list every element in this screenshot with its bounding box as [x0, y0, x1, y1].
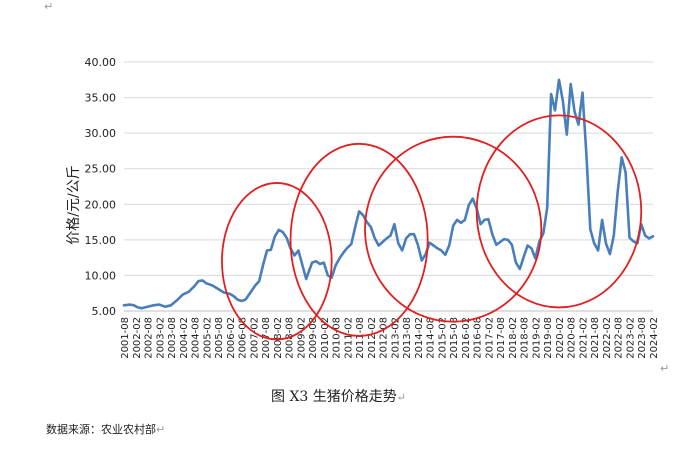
x-tick-label: 2019-08 — [543, 317, 554, 359]
x-tick-label: 2003-02 — [155, 317, 166, 359]
source-return-mark: ↵ — [156, 423, 166, 436]
x-tick-label: 2005-02 — [202, 317, 213, 359]
x-tick-label: 2019-02 — [531, 317, 542, 359]
x-tick-label: 2024-02 — [649, 317, 660, 359]
x-tick-label: 2017-08 — [496, 317, 507, 359]
x-tick-label: 2012-08 — [379, 317, 390, 359]
x-tick-label: 2012-02 — [367, 317, 378, 359]
highlight-ellipse — [289, 142, 429, 337]
x-tick-label: 2017-02 — [484, 317, 495, 359]
highlight-ellipse — [221, 182, 333, 341]
x-tick-label: 2021-02 — [578, 317, 589, 359]
x-tick-label: 2015-02 — [437, 317, 448, 359]
highlight-ellipse — [364, 135, 543, 323]
x-tick-label: 2010-02 — [320, 317, 331, 359]
y-tick-label: 10.00 — [85, 269, 117, 282]
x-tick-label: 2018-02 — [508, 317, 519, 359]
x-tick-label: 2013-08 — [402, 317, 413, 359]
caption-return-mark: ↵ — [396, 391, 406, 404]
x-tick-label: 2023-08 — [637, 317, 648, 359]
x-tick-label: 2002-08 — [144, 317, 155, 359]
x-tick-label: 2005-08 — [214, 317, 225, 359]
x-tick-label: 2009-08 — [308, 317, 319, 359]
x-tick-label: 2023-02 — [625, 317, 636, 359]
x-tick-label: 2020-02 — [555, 317, 566, 359]
return-mark-top: ↵ — [44, 0, 53, 13]
figure-caption: 图 X3 生猪价格走势↵ — [0, 386, 677, 406]
y-axis-label: 价格/元/公斤 — [66, 165, 82, 244]
x-tick-label: 2013-02 — [390, 317, 401, 359]
x-tick-label: 2001-08 — [120, 317, 131, 359]
x-tick-label: 2002-02 — [132, 317, 143, 359]
x-tick-label: 2014-02 — [414, 317, 425, 359]
highlight-ellipse — [475, 114, 643, 309]
x-tick-label: 2009-02 — [296, 317, 307, 359]
x-tick-label: 2022-02 — [602, 317, 613, 359]
x-tick-label: 2007-02 — [249, 317, 260, 359]
x-tick-label: 2014-08 — [426, 317, 437, 359]
series-line — [122, 78, 655, 310]
x-tick-label: 2006-02 — [226, 317, 237, 359]
x-tick-label: 2008-02 — [273, 317, 284, 359]
y-axis-ticks: 5.00 10.00 15.00 20.00 25.00 30.00 35.00 40.00 — [85, 56, 117, 318]
y-tick-label: 35.00 — [85, 92, 117, 105]
y-tick-label: 30.00 — [85, 127, 117, 140]
x-tick-label: 2010-08 — [332, 317, 343, 359]
highlight-circles — [221, 114, 643, 341]
x-tick-label: 2011-08 — [355, 317, 366, 359]
x-tick-label: 2020-08 — [567, 317, 578, 359]
y-tick-label: 5.00 — [92, 305, 117, 318]
y-tick-label: 20.00 — [85, 198, 117, 211]
x-tick-label: 2006-08 — [238, 317, 249, 359]
x-tick-label: 2022-08 — [614, 317, 625, 359]
x-tick-label: 2016-02 — [461, 317, 472, 359]
source-text: 数据来源：农业农村部 — [46, 423, 156, 436]
x-tick-label: 2004-02 — [179, 317, 190, 359]
y-tick-label: 15.00 — [85, 234, 117, 247]
return-mark-axis: ↵ — [660, 362, 669, 375]
x-tick-label: 2004-08 — [191, 317, 202, 359]
data-source: 数据来源：农业农村部↵ — [46, 421, 165, 437]
x-axis-ticks: 2001-08 2002-02 2002-08 2003-02 2003-08 2004-… — [120, 317, 660, 359]
y-tick-label: 40.00 — [85, 56, 117, 69]
caption-text: 图 X3 生猪价格走势 — [271, 389, 397, 405]
x-tick-label: 2016-08 — [473, 317, 484, 359]
x-tick-label: 2015-08 — [449, 317, 460, 359]
x-tick-label: 2003-08 — [167, 317, 178, 359]
x-tick-label: 2021-08 — [590, 317, 601, 359]
x-tick-label: 2018-08 — [520, 317, 531, 359]
x-tick-label: 2011-02 — [343, 317, 354, 359]
price-series — [122, 78, 655, 310]
y-tick-label: 25.00 — [85, 163, 117, 176]
